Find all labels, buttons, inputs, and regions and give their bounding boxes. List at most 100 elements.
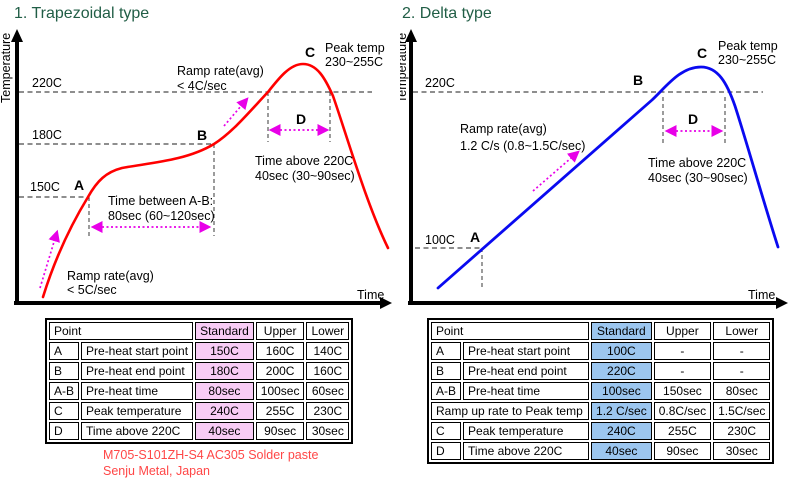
- table-row: C Peak temperature 240C 255C 230C: [431, 422, 771, 440]
- cell-point: A-B: [49, 382, 80, 400]
- table-row: D Time above 220C 40sec 90sec 30sec: [49, 422, 350, 440]
- ramp-rate-arrow: [532, 150, 580, 192]
- cell-standard: 180C: [195, 362, 254, 380]
- cell-standard: 240C: [195, 402, 254, 420]
- table-row: D Time above 220C 40sec 90sec 30sec: [431, 442, 771, 460]
- cell-standard: 150C: [195, 342, 254, 360]
- footnote-line-2: Senju Metal, Japan: [103, 463, 211, 478]
- y-axis-label: Temperature: [0, 33, 13, 103]
- cell-point: C: [49, 402, 80, 420]
- cell-desc: Time above 220C: [463, 442, 590, 460]
- header-point: Point: [431, 322, 590, 340]
- cell-desc: Time above 220C: [81, 422, 194, 440]
- footnote-line-1: M705-S101ZH-S4 AC305 Solder paste: [103, 448, 319, 462]
- time-above-220-value: 40sec (30~90sec): [255, 169, 355, 183]
- delta-profile-curve: [436, 65, 780, 290]
- cell-upper: 255C: [255, 402, 305, 420]
- table-row: A Pre-heat start point 100C - -: [431, 342, 771, 360]
- cell-upper: 100sec: [255, 382, 305, 400]
- y-axis-arrowhead-icon: [11, 29, 23, 42]
- point-d-label: D: [688, 111, 698, 127]
- cell-point: A: [49, 342, 80, 360]
- cell-lower: 230C: [306, 402, 350, 420]
- x-axis-label: Time: [748, 288, 775, 302]
- cell-upper: 150sec: [653, 382, 712, 400]
- cell-standard: 40sec: [195, 422, 254, 440]
- delta-table: Point Standard Upper Lower A Pre-heat st…: [427, 318, 775, 464]
- x-axis-arrowhead-icon: [380, 297, 392, 309]
- cell-desc: Pre-heat end point: [81, 362, 194, 380]
- header-point: Point: [49, 322, 194, 340]
- x-axis-arrowhead-icon: [776, 297, 788, 309]
- cell-lower: 80sec: [713, 382, 771, 400]
- table-row: B Pre-heat end point 180C 200C 160C: [49, 362, 350, 380]
- ramp-rate-text: Ramp rate(avg): [460, 122, 547, 136]
- header-lower: Lower: [306, 322, 350, 340]
- cell-upper: 90sec: [255, 422, 305, 440]
- cell-lower: 60sec: [306, 382, 350, 400]
- ramp-rate-mid-arrow: [223, 97, 249, 127]
- cell-lower: 230C: [713, 422, 771, 440]
- cell-point: D: [49, 422, 80, 440]
- cell-desc: Pre-heat start point: [463, 342, 590, 360]
- time-between-ab-text: Time between A-B:: [108, 194, 213, 208]
- table-row-ramp-up-rate: Ramp up rate to Peak temp 1.2 C/sec 0.8C…: [431, 402, 771, 420]
- header-standard: Standard: [195, 322, 254, 340]
- cell-upper: 0.8C/sec: [653, 402, 712, 420]
- cell-desc: Peak temperature: [463, 422, 590, 440]
- ramp-rate-low-arrow: [39, 229, 60, 289]
- cell-point: B: [431, 362, 462, 380]
- tick-100c: 100C: [425, 233, 455, 247]
- cell-point: B: [49, 362, 80, 380]
- tick-150c: 150C: [30, 180, 60, 194]
- cell-desc: Pre-heat end point: [463, 362, 590, 380]
- peak-temp-range: 230~255C: [325, 55, 383, 69]
- time-above-220-text: Time above 220C: [648, 156, 746, 170]
- peak-temp-text: Peak temp: [718, 39, 778, 53]
- cell-desc: Pre-heat time: [463, 382, 590, 400]
- table-row: C Peak temperature 240C 255C 230C: [49, 402, 350, 420]
- point-b-label: B: [197, 127, 207, 143]
- time-between-ab-value: 80sec (60~120sec): [108, 209, 215, 223]
- cell-desc: Pre-heat start point: [81, 342, 194, 360]
- tick-180c: 180C: [32, 128, 62, 142]
- ramp-rate-low-value: < 5C/sec: [67, 283, 117, 297]
- cell-upper: 200C: [255, 362, 305, 380]
- trapezoidal-table: Point Standard Upper Lower A Pre-heat st…: [45, 318, 354, 444]
- cell-lower: 1.5C/sec: [713, 402, 771, 420]
- x-axis-label: Time: [357, 288, 384, 302]
- tick-220c: 220C: [32, 76, 62, 90]
- cell-upper: 160C: [255, 342, 305, 360]
- ramp-rate-value: 1.2 C/s (0.8~1.5C/sec): [460, 139, 585, 153]
- cell-lower: 30sec: [306, 422, 350, 440]
- header-standard: Standard: [591, 322, 652, 340]
- cell-standard: 220C: [591, 362, 652, 380]
- table-header-row: Point Standard Upper Lower: [431, 322, 771, 340]
- trapezoidal-title: 1. Trapezoidal type: [14, 5, 150, 22]
- time-above-220-value: 40sec (30~90sec): [648, 171, 748, 185]
- ramp-rate-low-text: Ramp rate(avg): [67, 269, 154, 283]
- table-header-row: Point Standard Upper Lower: [49, 322, 350, 340]
- cell-standard: 100sec: [591, 382, 652, 400]
- solder-paste-footnote: M705-S101ZH-S4 AC305 Solder paste Senju …: [103, 448, 318, 479]
- y-axis-arrowhead-icon: [405, 29, 417, 42]
- cell-lower: -: [713, 362, 771, 380]
- table-row: A-B Pre-heat time 80sec 100sec 60sec: [49, 382, 350, 400]
- delta-title: 2. Delta type: [402, 5, 492, 22]
- delta-chart: Temperature Time 220C 100C A B C D Peak …: [400, 29, 788, 309]
- trapezoidal-chart: Temperature Time 220C 180C 150C A B C D …: [0, 29, 392, 309]
- y-axis-label: Temperature: [400, 33, 409, 103]
- table-row: A-B Pre-heat time 100sec 150sec 80sec: [431, 382, 771, 400]
- peak-temp-range: 230~255C: [718, 53, 776, 67]
- point-a-label: A: [470, 229, 480, 245]
- cell-point: C: [431, 422, 462, 440]
- table-row: B Pre-heat end point 220C - -: [431, 362, 771, 380]
- cell-standard: 240C: [591, 422, 652, 440]
- cell-lower: 160C: [306, 362, 350, 380]
- cell-standard: 40sec: [591, 442, 652, 460]
- point-a-label: A: [74, 177, 84, 193]
- cell-standard: 1.2 C/sec: [591, 402, 652, 420]
- header-upper: Upper: [653, 322, 712, 340]
- header-lower: Lower: [713, 322, 771, 340]
- table-row: A Pre-heat start point 150C 160C 140C: [49, 342, 350, 360]
